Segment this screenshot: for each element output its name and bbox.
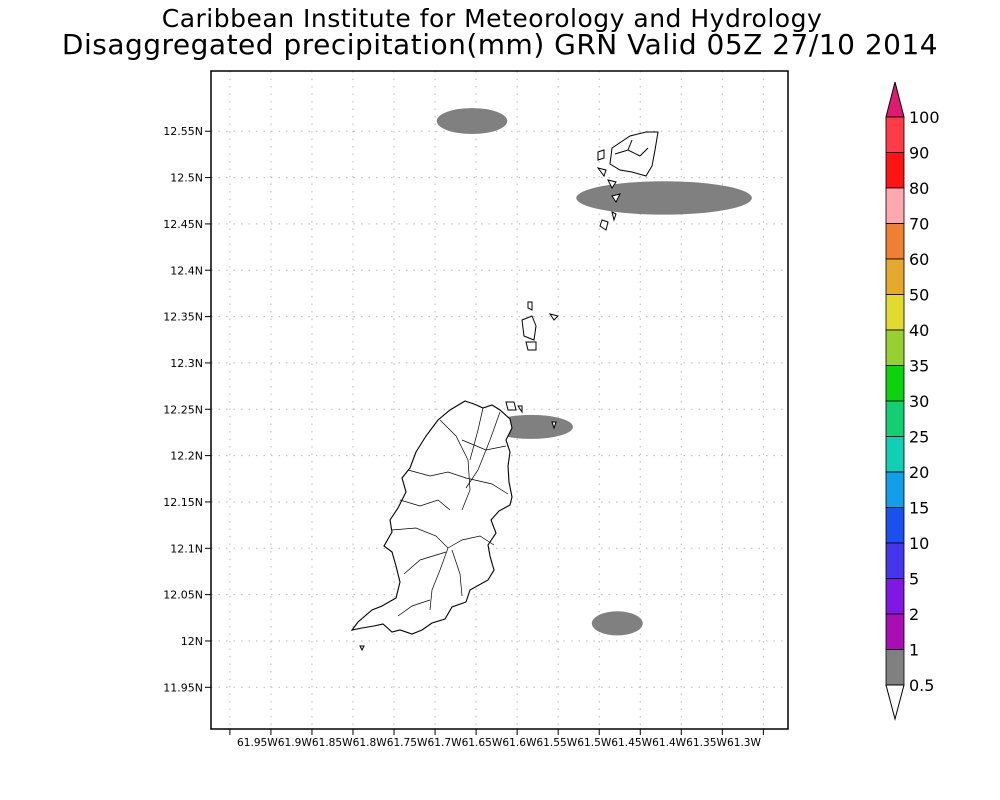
colorbar-label: 1: [909, 641, 919, 660]
lat-tick-label: 12.1N: [170, 542, 203, 555]
lat-tick-label: 12.15N: [163, 496, 203, 509]
chart-title-line2: Disaggregated precipitation(mm) GRN Vali…: [61, 28, 939, 61]
lat-tick-label: 12.55N: [163, 125, 203, 138]
colorbar-segment: [885, 436, 905, 473]
longitude-ticks: [229, 729, 764, 735]
colorbar-label: 25: [909, 428, 929, 447]
lat-tick-label: 12.4N: [170, 264, 203, 277]
colorbar-segment: [885, 471, 905, 508]
colorbar-segment: [885, 400, 905, 437]
colorbar-label: 0.5: [909, 676, 934, 695]
colorbar-label: 30: [909, 392, 929, 411]
map-gridlines: [211, 71, 788, 729]
colorbar-segment: [885, 116, 905, 153]
colorbar-label: 5: [909, 570, 919, 589]
colorbar-bottom-arrow: [885, 684, 905, 721]
colorbar-label: 70: [909, 215, 929, 234]
lat-tick-label: 11.95N: [163, 681, 203, 694]
colorbar-segment: [885, 578, 905, 615]
grenada-parish-lines: [391, 407, 509, 617]
colorbar-label: 2: [909, 605, 919, 624]
precip-area-southeast-patch: [591, 611, 643, 636]
colorbar-segment: [885, 152, 905, 189]
grenadine-cays: [359, 301, 559, 652]
lat-tick-label: 12.35N: [163, 311, 203, 324]
colorbar-segment: [885, 258, 905, 295]
colorbar-segment: [885, 365, 905, 402]
chart-title-line1: Caribbean Institute for Meteorology and …: [161, 4, 823, 33]
carriacou-islands: [596, 131, 659, 231]
colorbar-label: 15: [909, 499, 929, 518]
lat-tick-label: 12.45N: [163, 218, 203, 231]
colorbar-label: 40: [909, 321, 929, 340]
colorbar-label: 90: [909, 144, 929, 163]
colorbar-label: 20: [909, 463, 929, 482]
latitude-axis: 12.55N 12.5N 12.45N 12.4N 12.35N 12.3N 12.25N 1…: [163, 125, 211, 694]
lat-tick-label: 12.25N: [163, 403, 203, 416]
colorbar-segment: [885, 187, 905, 224]
precip-colorbar: 100 90 80 70 60 50 40 35 30 25 20 15 10 5 2 1 0.5: [885, 81, 940, 721]
lat-tick-label: 12.5N: [170, 172, 203, 185]
colorbar-segment: [885, 613, 905, 650]
colorbar-segment: [885, 294, 905, 331]
colorbar-label: 10: [909, 534, 929, 553]
colorbar-segment: [885, 649, 905, 686]
land-layer: [350, 131, 659, 652]
colorbar-label: 80: [909, 179, 929, 198]
precip-area-carriacou-band: [576, 181, 752, 215]
colorbar-segment: [885, 329, 905, 366]
lat-tick-label: 12N: [181, 635, 203, 648]
longitude-axis-labels: 61.95W61.9W61.85W61.8W61.75W61.7W61.65W6…: [237, 737, 762, 749]
colorbar-label: 50: [909, 286, 929, 305]
colorbar-top-arrow: [885, 81, 905, 118]
colorbar-label: 100: [909, 108, 940, 127]
colorbar-label: 60: [909, 250, 929, 269]
colorbar-label: 35: [909, 357, 929, 376]
lat-tick-label: 12.3N: [170, 357, 203, 370]
precip-layer: [436, 108, 752, 636]
colorbar-segment: [885, 223, 905, 260]
colorbar-segment: [885, 507, 905, 544]
lat-tick-label: 12.05N: [163, 589, 203, 602]
colorbar-segment: [885, 542, 905, 579]
map-frame: [210, 70, 789, 730]
precip-area-north-cloud: [436, 108, 508, 135]
lat-tick-label: 12.2N: [170, 450, 203, 463]
grenada-island: [350, 400, 513, 635]
